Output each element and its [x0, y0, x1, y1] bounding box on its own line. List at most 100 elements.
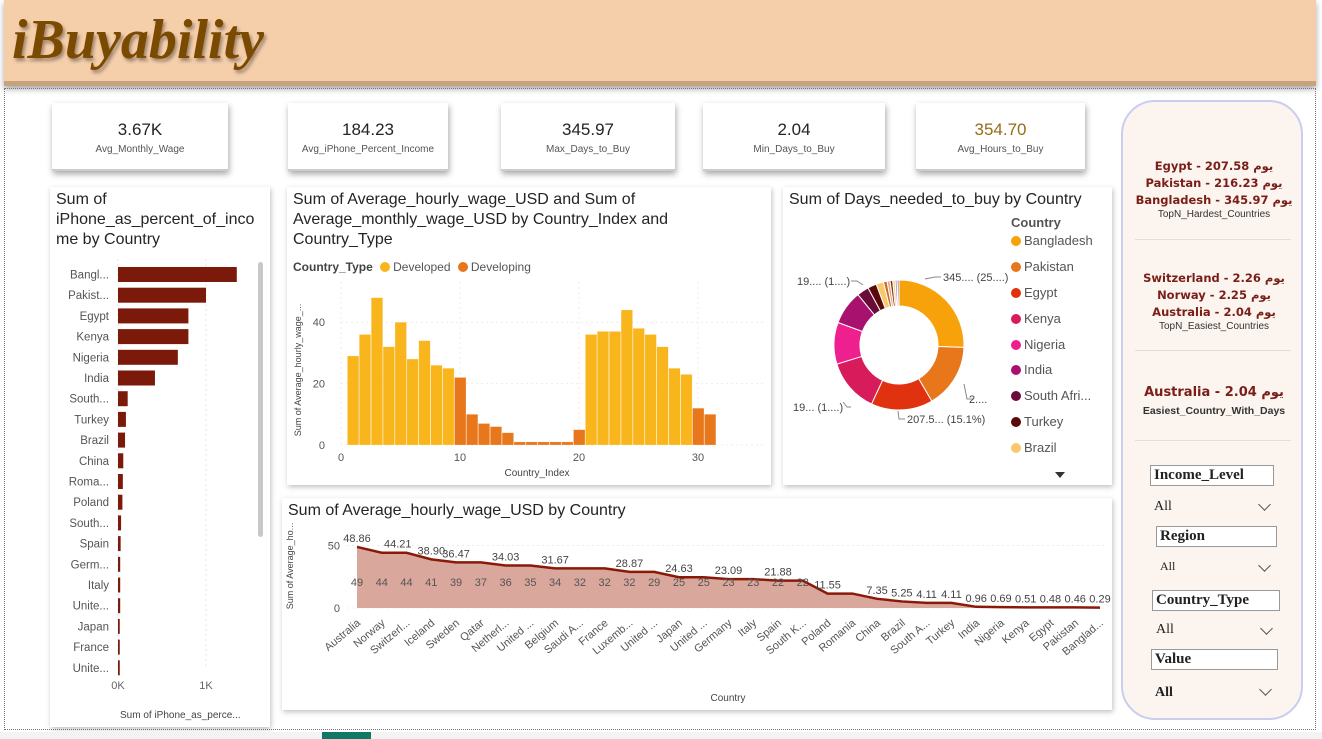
legend-marker [1011, 339, 1021, 350]
chart-title-line: me by Country [56, 231, 161, 248]
y-tick-label: Nigeria [73, 352, 110, 364]
report-canvas [4, 88, 1316, 730]
y-tick-label: South... [69, 518, 109, 530]
donut-legend: Country Bangladesh Pakistan Egypt Kenya Nige… [1011, 215, 1093, 479]
y-tick-label: Egypt [80, 311, 110, 323]
income-level-slicer-label: Income_Level [1150, 465, 1274, 486]
legend-item[interactable]: Kenya [1011, 311, 1093, 337]
bar [118, 329, 189, 345]
legend-marker [1011, 313, 1021, 324]
kpi-avg-iphone-percent-income[interactable]: 184.23 Avg_iPhone_Percent_Income [288, 103, 448, 171]
kpi-avg-monthly-wage[interactable]: 3.67K Avg_Monthly_Wage [52, 103, 228, 171]
kpi-label: Avg_Hours_to_Buy [957, 144, 1044, 155]
legend-item-developed[interactable]: Developed [380, 260, 451, 274]
donut-slice [896, 279, 900, 307]
y-tick-label: Spain [80, 539, 109, 551]
data-label: 22 [797, 577, 809, 589]
column [454, 377, 467, 446]
column [561, 441, 574, 446]
bar [118, 391, 128, 407]
country-type-slicer[interactable]: All [1152, 619, 1280, 643]
chart-title: Sum of iPhone_as_percent_of_inco me by C… [56, 190, 254, 250]
legend-item[interactable]: South Afri... [1011, 388, 1093, 414]
data-label: 36.47 [442, 548, 470, 560]
y-tick-label: Kenya [76, 332, 109, 344]
data-label: 34.03 [492, 551, 520, 563]
legend-item-developing[interactable]: Developing [457, 260, 531, 274]
legend-scroll-down-icon[interactable] [1055, 472, 1065, 479]
data-label: 345.... (25....) [943, 272, 1008, 284]
bar [118, 453, 124, 469]
y-tick-label: India [84, 373, 110, 385]
bar [118, 494, 123, 510]
leader-line [842, 401, 851, 408]
data-label: 38.90 [418, 545, 446, 557]
data-label: 36 [499, 577, 511, 589]
x-tick-label: 0 [338, 452, 344, 464]
legend-label: Developed [393, 260, 451, 274]
legend-item[interactable]: Bangladesh [1011, 233, 1093, 259]
legend-marker [1011, 391, 1021, 402]
x-tick-label: 20 [573, 452, 585, 464]
y-tick-label: Pakist... [68, 290, 109, 302]
bar [118, 660, 120, 676]
kpi-value: 2.04 [777, 120, 811, 139]
app-header: iBuyability [4, 0, 1316, 86]
legend-marker [1011, 236, 1021, 246]
y-tick-label: Unite... [73, 601, 109, 613]
legend-item[interactable]: Egypt [1011, 285, 1093, 311]
easiest-country-label: Easiest_Country_With_Days [1142, 405, 1286, 417]
region-slicer[interactable]: All [1156, 556, 1278, 580]
kpi-label: Avg_iPhone_Percent_Income [301, 144, 435, 155]
column [501, 432, 514, 446]
kpi-max-days-to-buy[interactable]: 345.97 Max_Days_to_Buy [501, 103, 675, 171]
data-label: 44.21 [384, 539, 412, 551]
active-page-tab[interactable] [322, 732, 371, 739]
data-label: 22 [772, 577, 784, 589]
legend-label: Pakistan [1024, 258, 1074, 274]
donut-chart-plot: 345.... (25....) 2.... 207.5... (15.1%) 19.… [793, 272, 1008, 426]
hardest-country-line: Egypt - 207.58 يوم [1154, 159, 1274, 173]
legend: Country_Type Developed Developing [293, 260, 531, 274]
column [466, 414, 479, 446]
column [620, 309, 633, 446]
kpi-min-days-to-buy[interactable]: 2.04 Min_Days_to_Buy [703, 103, 885, 171]
data-label: 41 [425, 577, 437, 589]
y-tick-label: 0 [334, 603, 340, 615]
iphone-percent-bar-chart[interactable]: Sum of iPhone_as_percent_of_inco me by C… [50, 187, 270, 727]
divider [1135, 350, 1291, 351]
column [644, 334, 657, 446]
legend-item[interactable]: Pakistan [1011, 259, 1093, 285]
legend-item[interactable]: India [1011, 362, 1093, 388]
legend-label: South Afri... [1024, 388, 1092, 404]
legend-marker [1011, 417, 1021, 428]
legend-item[interactable]: Brazil [1011, 440, 1093, 466]
scrollbar[interactable] [258, 262, 263, 537]
column [597, 331, 609, 446]
legend-label: Bangladesh [1024, 233, 1093, 248]
legend-marker [457, 262, 468, 272]
data-label: 4.11 [916, 589, 937, 601]
income-level-slicer[interactable]: All [1150, 495, 1278, 519]
column [394, 322, 407, 446]
legend-item[interactable]: Nigeria [1011, 337, 1093, 363]
days-needed-donut-chart[interactable]: Sum of Days_needed_to_buy by Country 345… [783, 187, 1112, 485]
x-tick-label: 10 [454, 452, 466, 464]
slicer-value: All [1156, 622, 1174, 637]
data-label: 23 [722, 577, 734, 589]
x-tick-label: China [853, 617, 883, 645]
value-slicer[interactable]: All [1151, 682, 1279, 706]
legend-title: Country_Type [293, 260, 373, 274]
legend-item[interactable]: Turkey [1011, 414, 1093, 440]
legend-marker [380, 262, 391, 272]
data-label: 31.67 [541, 554, 569, 566]
data-label: 44 [376, 577, 388, 589]
data-label: 0.69 [990, 593, 1011, 605]
hourly-wage-area-chart[interactable]: Sum of Average_hourly_wage_USD by Countr… [282, 498, 1112, 710]
kpi-avg-hours-to-buy[interactable]: 354.70 Avg_Hours_to_Buy [916, 103, 1085, 171]
hardest-countries-card: Egypt - 207.58 يوم Pakistan - 216.23 يوم… [1123, 158, 1305, 220]
hourly-monthly-combo-chart[interactable]: Sum of Average_hourly_wage_USD and Sum o… [287, 187, 771, 485]
column [609, 331, 621, 446]
y-tick-label: Italy [88, 580, 109, 592]
column [478, 423, 491, 446]
